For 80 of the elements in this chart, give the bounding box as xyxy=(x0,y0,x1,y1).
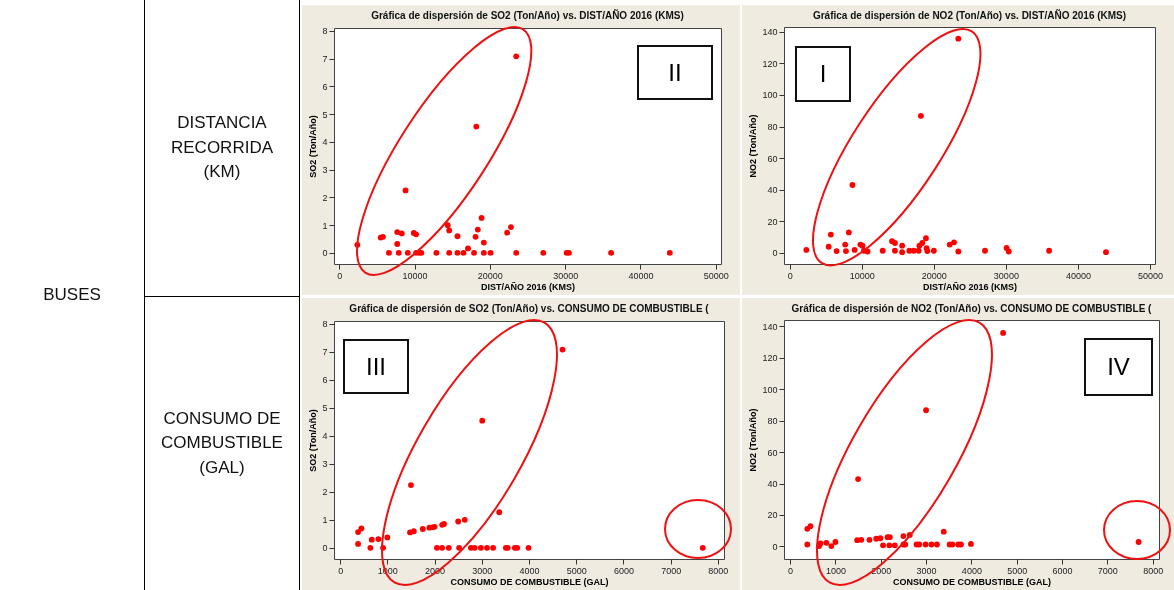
x-tick-label: 30000 xyxy=(993,270,1019,281)
x-tick-label: 20000 xyxy=(921,270,947,281)
y-tick-label: 2 xyxy=(322,192,328,203)
y-tick-label: 100 xyxy=(762,384,778,395)
x-axis-title: DIST/AÑO 2016 (KMS) xyxy=(480,281,576,292)
y-tick-label: 1 xyxy=(322,515,328,526)
y-tick-label: 120 xyxy=(762,353,778,364)
y-tick-label: 140 xyxy=(762,321,778,332)
x-tick-label: 5000 xyxy=(1007,565,1028,576)
y-tick-label: 3 xyxy=(322,459,328,470)
y-tick-label: 120 xyxy=(762,58,778,69)
y-tick-label: 5 xyxy=(322,109,328,120)
x-tick-label: 8000 xyxy=(1143,565,1164,576)
y-tick-label: 7 xyxy=(322,347,328,358)
x-tick-label: 10000 xyxy=(402,270,428,281)
y-tick-label: 8 xyxy=(322,26,328,37)
x-tick-label: 5000 xyxy=(566,565,587,576)
y-tick-label: 100 xyxy=(762,90,778,101)
x-tick-label: 3000 xyxy=(916,565,937,576)
x-tick-label: 20000 xyxy=(477,270,503,281)
y-tick-label: 7 xyxy=(322,54,328,65)
x-axis-title: CONSUMO DE COMBUSTIBLE (GAL) xyxy=(893,576,1051,587)
x-tick-label: 40000 xyxy=(628,270,654,281)
text: DISTANCIA RECORRIDA (KM) xyxy=(145,0,300,297)
y-tick-label: 80 xyxy=(767,122,778,133)
y-tick-label: 4 xyxy=(322,137,328,148)
y-tick-label: 20 xyxy=(767,216,778,227)
x-tick-label: 0 xyxy=(338,565,344,576)
x-tick-label: 7000 xyxy=(661,565,682,576)
x-tick-label: 8000 xyxy=(708,565,729,576)
x-tick-label: 40000 xyxy=(1065,270,1091,281)
chart-title: Gráfica de dispersión de SO2 (Ton/Año) vs. CONSUMO DE COMBUSTIBLE ( xyxy=(349,302,710,314)
y-tick-label: 0 xyxy=(322,543,328,554)
y-tick-label: 60 xyxy=(767,447,778,458)
text: CONSUMO DE COMBUSTIBLE (GAL) xyxy=(145,297,300,590)
x-tick-label: 7000 xyxy=(1097,565,1118,576)
x-axis-title: CONSUMO DE COMBUSTIBLE (GAL) xyxy=(450,576,609,587)
annotation: IV xyxy=(1084,338,1153,396)
y-tick-label: 140 xyxy=(762,27,778,38)
chart-title: Gráfica de dispersión de SO2 (Ton/Año) vs. DIST/AÑO 2016 (KMS) xyxy=(371,8,684,21)
y-tick-label: 60 xyxy=(767,153,778,164)
x-tick-label: 3000 xyxy=(472,565,493,576)
x-tick-label: 50000 xyxy=(703,270,729,281)
annotation: III xyxy=(343,339,409,394)
y-tick-label: 2 xyxy=(322,487,328,498)
x-tick-label: 0 xyxy=(787,270,793,281)
y-tick-label: 6 xyxy=(322,81,328,92)
x-tick-label: 4000 xyxy=(961,565,982,576)
y-axis-title: SO2 (Ton/Año) xyxy=(308,409,319,472)
y-tick-label: 0 xyxy=(772,541,778,552)
y-tick-label: 8 xyxy=(322,319,328,330)
y-tick-label: 0 xyxy=(772,248,778,259)
y-tick-label: 4 xyxy=(322,431,328,442)
y-tick-label: 80 xyxy=(767,416,778,427)
chart-title: Gráfica de dispersión de NO2 (Ton/Año) vs. DIST/AÑO 2016 (KMS) xyxy=(812,9,1127,21)
x-tick-label: 50000 xyxy=(1137,270,1163,281)
y-tick-label: 40 xyxy=(767,185,778,196)
chart-title: Gráfica de dispersión de NO2 (Ton/Año) vs. CONSUMO DE COMBUSTIBLE ( xyxy=(791,303,1153,314)
y-tick-label: 6 xyxy=(322,375,328,386)
y-tick-label: 40 xyxy=(767,479,778,490)
y-tick-label: 1 xyxy=(322,220,328,231)
y-axis-title: NO2 (Ton/Año) xyxy=(748,114,759,178)
y-tick-label: 5 xyxy=(322,403,328,414)
x-axis-title: DIST/AÑO 2016 (KMS) xyxy=(922,281,1018,292)
annotation: I xyxy=(795,46,851,102)
x-tick-label: 10000 xyxy=(849,270,875,281)
x-tick-label: 1000 xyxy=(825,565,846,576)
text: BUSES xyxy=(0,0,145,590)
y-tick-label: 20 xyxy=(767,510,778,521)
x-tick-label: 6000 xyxy=(613,565,634,576)
annotation: II xyxy=(637,45,713,100)
y-axis-title: SO2 (Ton/Año) xyxy=(308,115,319,178)
y-tick-label: 0 xyxy=(322,248,328,259)
x-tick-label: 0 xyxy=(788,565,794,576)
x-tick-label: 0 xyxy=(337,270,343,281)
x-tick-label: 6000 xyxy=(1052,565,1073,576)
y-tick-label: 3 xyxy=(322,165,328,176)
x-tick-label: 4000 xyxy=(519,565,540,576)
y-axis-title: NO2 (Ton/Año) xyxy=(748,408,759,472)
x-tick-label: 30000 xyxy=(553,270,579,281)
